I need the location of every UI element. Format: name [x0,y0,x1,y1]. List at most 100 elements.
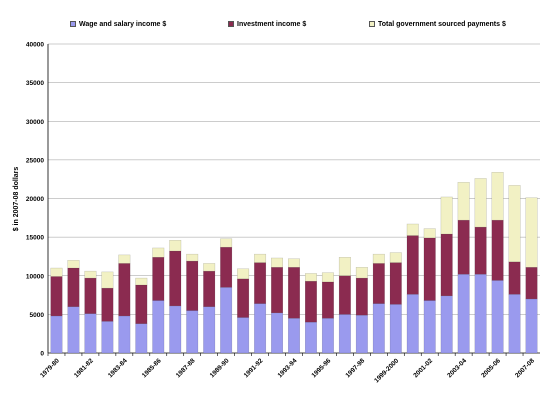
y-tick-label: 25000 [26,157,44,164]
bar-investment: 1993-94: 6600 [288,267,300,319]
bar-wage: 1999-2000: 6300 [389,304,402,354]
legend-label-wage: Wage and salary income $ [79,20,167,28]
legend-label-investment: Investment income $ [237,20,307,28]
y-tick-label: 35000 [26,80,44,87]
x-tick-label: 1999-2000 [373,357,400,384]
bar-wage: 1985-86: 6800 [152,300,165,354]
bar-investment: 1995-96: 4700 [321,281,334,319]
legend-item-investment: Investment income $ [228,17,306,31]
bar-investment: 1998-99: 5200 [372,263,385,304]
bar-wage: 1984-85: 3800 [135,323,148,354]
bar-wage: 2001-02: 6800 [423,300,436,354]
bar-government: 1987-88: 900 [186,253,199,262]
bar-government: 1992-93: 1200 [271,257,284,268]
bar-investment: 2004-05: 6100 [474,226,487,275]
bar-government: 1994-95: 1000 [304,273,317,282]
bar-investment: 1996-97: 5000 [338,275,351,315]
x-tick-label: 1985-86 [141,357,163,379]
legend: Wage and salary income $ Investment inco… [0,17,553,31]
bar-wage: 1979-80: 4800 [50,315,63,354]
bar-wage: 1989-90: 8500 [220,287,233,354]
bar-wage: 1994-95: 4000 [304,321,317,354]
bar-investment: 1982-83: 4300 [101,287,114,322]
bar-government: 2000-01: 1500 [406,223,419,236]
bar-investment: 1999-2000: 5400 [389,262,402,305]
bar-government: 1989-90: 1100 [220,238,233,248]
bar-wage: 2004-05: 10200 [474,274,487,354]
bar-government: 1981-82: 900 [84,270,97,279]
x-tick-label: 1981-82 [73,357,95,379]
bar-wage: 2005-06: 9400 [491,280,504,354]
x-tick-label: 1991-92 [243,357,265,379]
bar-wage: 2000-01: 7600 [406,294,419,354]
bar-investment: 1997-98: 4800 [355,277,368,316]
bar-government: 2007-08: 9000 [525,197,538,268]
bar-wage: 1987-88: 5500 [186,310,199,354]
bar-investment: 2002-03: 8000 [440,233,453,297]
legend-swatch-wage [70,21,76,27]
y-tick-label: 10000 [26,273,44,280]
bar-wage: 1986-87: 6100 [169,305,182,354]
bar-investment: 1985-86: 5600 [152,257,165,301]
bar-investment: 1990-91: 5000 [237,278,250,318]
bar-government: 1997-98: 1400 [355,267,368,279]
y-tick-label: 0 [40,351,44,358]
legend-swatch-investment [228,21,234,27]
bar-government: 1984-85: 900 [135,277,148,286]
bar-wage: 1988-89: 6000 [203,306,216,354]
x-tick-label: 1995-96 [311,357,333,379]
bar-wage: 1993-94: 4500 [288,318,300,354]
bar-investment: 2003-04: 7000 [457,219,470,275]
x-tick-label: 1989-90 [209,357,231,379]
legend-item-wage: Wage and salary income $ [70,17,166,31]
bar-investment: 1989-90: 5200 [220,246,233,288]
y-tick-label: 5000 [30,312,45,319]
x-tick-label: 2005-06 [480,357,502,379]
bar-investment: 2007-08: 4100 [525,267,538,300]
bar-government: 1996-97: 2400 [338,257,351,276]
x-tick-label: 1979-80 [39,357,61,379]
bar-government: 1990-91: 1300 [237,268,250,280]
bar-government: 1998-99: 1200 [372,253,385,264]
bar-investment: 1979-80: 5100 [50,276,63,317]
x-tick-label: 1987-88 [175,357,197,379]
bar-investment: 1988-89: 4600 [203,270,216,307]
bar-government: 1988-89: 1000 [203,263,216,272]
bar-wage: 2006-07: 7600 [508,294,521,354]
bar-government: 1979-80: 1100 [50,267,63,277]
bar-wage: 2007-08: 7000 [525,298,538,354]
bar-investment: 2001-02: 8100 [423,237,436,301]
bar-government: 2003-04: 4900 [457,182,470,221]
bar-wage: 1983-84: 4800 [118,315,131,354]
y-tick-label: 40000 [26,42,44,49]
y-tick-label: 20000 [26,196,44,203]
bar-investment: 1986-87: 7100 [169,250,182,307]
legend-swatch-government [369,21,375,27]
bar-wage: 1980-81: 6000 [67,306,80,354]
x-tick-label: 2007-08 [514,357,536,379]
x-tick-label: 2001-02 [412,357,434,379]
y-tick-label: 15000 [26,235,44,242]
bar-investment: 1983-84: 6800 [118,263,131,317]
bar-government: 1985-86: 1200 [152,247,165,258]
x-tick-label: 1997-98 [344,357,366,379]
bar-investment: 1987-88: 6400 [186,260,199,311]
bar-investment: 2005-06: 7800 [491,219,504,281]
y-axis-title: $ in 2007-08 dollars [13,167,20,232]
bar-investment: 1991-92: 5300 [254,262,267,304]
bar-investment: 1994-95: 5300 [304,280,317,323]
y-tick-label: 30000 [26,119,44,126]
bar-wage: 1981-82: 5100 [84,313,97,354]
bar-government: 1993-94: 1100 [288,258,300,268]
bar-government: 1982-83: 2100 [101,271,114,289]
bar-government: 2001-02: 1200 [423,228,436,239]
bar-wage: 2003-04: 10200 [457,274,470,354]
bar-investment: 2000-01: 7600 [406,235,419,295]
bar-wage: 1995-96: 4500 [321,318,334,354]
bar-investment: 1992-93: 5900 [271,267,284,314]
bar-government: 1999-2000: 1300 [389,252,402,263]
bar-wage: 1991-92: 6400 [254,303,267,354]
